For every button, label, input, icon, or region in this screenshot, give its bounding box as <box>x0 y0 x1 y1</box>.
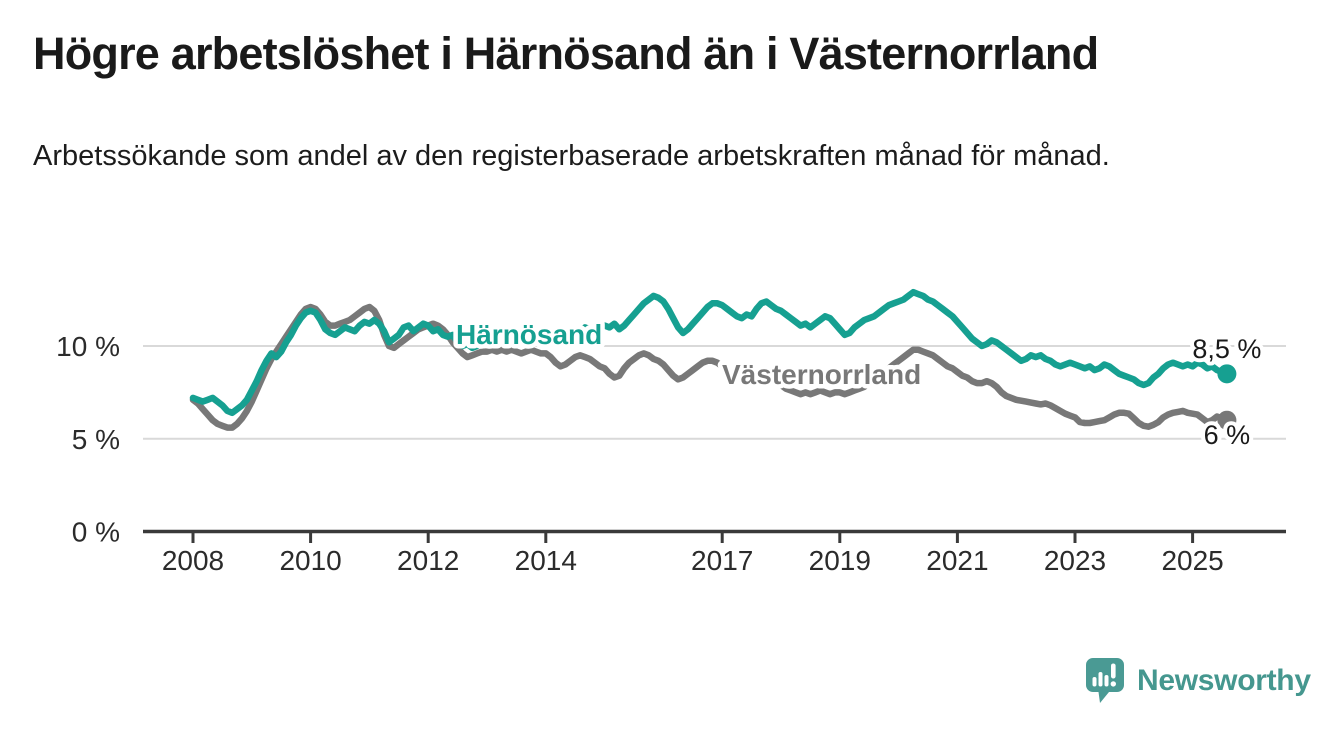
series-label-västernorrland: Västernorrland <box>722 359 921 390</box>
exclamation-dot <box>1110 681 1116 687</box>
chart-subtitle: Arbetssökande som andel av den registerb… <box>33 140 1110 172</box>
y-axis-tick-label: 5 % <box>72 424 120 455</box>
y-axis-tick-label: 0 % <box>72 517 120 548</box>
series-end-value-label: 6 % <box>1204 420 1251 450</box>
page-title: Högre arbetslöshet i Härnösand än i Väst… <box>33 28 1099 79</box>
x-axis-tick-label: 2017 <box>691 545 753 576</box>
exclamation-bar <box>1111 663 1116 679</box>
series-label-härnösand: Härnösand <box>456 319 602 350</box>
newsworthy-logo-text: Newsworthy <box>1137 664 1311 697</box>
x-axis-tick-label: 2025 <box>1161 545 1223 576</box>
series-end-dot-härnösand <box>1217 364 1237 384</box>
bar-3 <box>1104 675 1109 687</box>
x-axis-tick-label: 2012 <box>397 545 459 576</box>
newsworthy-logo-icon <box>1086 658 1124 703</box>
series-line-västernorrland <box>189 303 1231 431</box>
bar-1 <box>1092 677 1097 687</box>
newsworthy-logo: Newsworthy <box>1086 658 1311 704</box>
y-axis-tick-label: 10 % <box>56 331 120 362</box>
x-axis-tick-label: 2010 <box>279 545 341 576</box>
series-end-value-label: 8,5 % <box>1192 334 1261 364</box>
x-axis-tick-label: 2008 <box>162 545 224 576</box>
series-line-härnösand <box>189 288 1231 417</box>
series-end-dot-västernorrland <box>1217 410 1237 430</box>
x-axis-tick-label: 2023 <box>1044 545 1106 576</box>
x-axis-tick-label: 2019 <box>809 545 871 576</box>
bar-2 <box>1098 672 1103 687</box>
x-axis-tick-label: 2021 <box>926 545 988 576</box>
x-axis-tick-label: 2014 <box>515 545 577 576</box>
